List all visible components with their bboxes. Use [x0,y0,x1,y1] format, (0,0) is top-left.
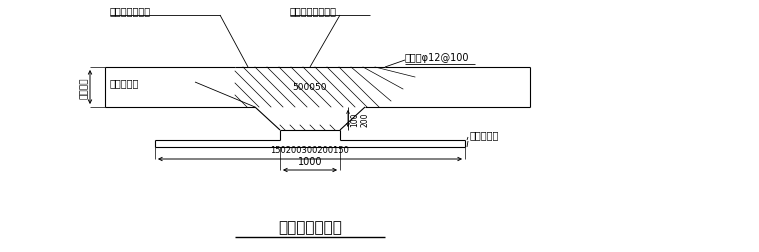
Polygon shape [235,68,385,108]
Text: 遇水膨胀止水条: 遇水膨胀止水条 [110,6,151,16]
Text: 1000: 1000 [298,156,323,166]
Text: 后浇微膨胀混凝土: 后浇微膨胀混凝土 [290,6,337,16]
Text: 混凝土垫层: 混凝土垫层 [470,130,499,139]
Text: 快易收口网: 快易收口网 [110,78,140,88]
Text: 150200300200150: 150200300200150 [270,145,349,154]
Text: 底板厚度: 底板厚度 [80,77,89,98]
Text: 100
200: 100 200 [350,112,370,126]
Text: 加强筋φ12@100: 加强筋φ12@100 [405,53,470,63]
Text: 500050: 500050 [293,83,327,92]
Text: 底板后浇带形式: 底板后浇带形式 [278,220,342,235]
